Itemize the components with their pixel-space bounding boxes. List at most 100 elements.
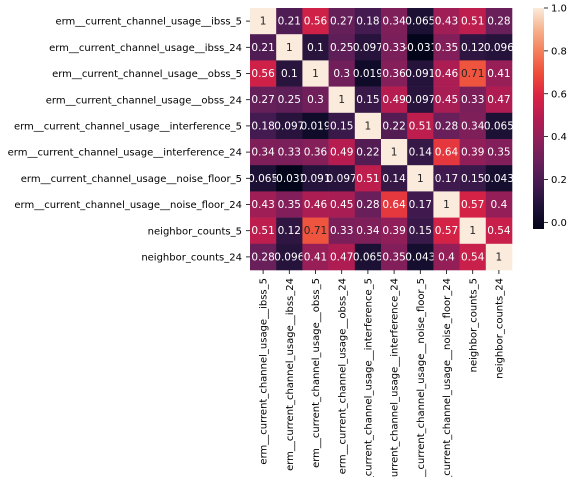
heatmap-cell-7-1 — [276, 191, 303, 218]
cell-annotation-9-8: 0.54 — [461, 251, 485, 263]
cell-annotation-0-3: 0.27 — [330, 16, 353, 28]
cell-annotation-2-3: 0.3 — [333, 68, 350, 80]
cell-annotation-3-7: 0.45 — [435, 94, 458, 106]
cell-annotation-3-5: 0.49 — [382, 94, 405, 106]
cell-annotation-6-2: 0.091 — [300, 173, 330, 185]
cell-annotation-1-3: 0.25 — [330, 42, 353, 54]
cell-annotation-2-4: 0.019 — [353, 68, 383, 80]
heatmap-cell-6-9 — [485, 165, 513, 192]
heatmap-cell-6-0 — [250, 165, 277, 192]
cell-annotation-7-9: 0.4 — [491, 199, 508, 211]
cell-annotation-1-2: 0.1 — [307, 42, 324, 54]
heatmap-cell-2-1 — [276, 60, 303, 87]
x-tick-label-5: erm__current_channel_usage__interference… — [390, 278, 401, 477]
cell-annotation-3-9: 0.47 — [487, 94, 510, 106]
y-tick-label-6: erm__current_channel_usage__noise_floor_… — [21, 174, 242, 185]
x-tick-label-6: erm__current_channel_usage__noise_floor_… — [416, 278, 427, 477]
heatmap-cell-5-9 — [485, 139, 513, 166]
heatmap-cell-4-5 — [381, 112, 408, 140]
y-tick-labels: erm__current_channel_usage__ibss_5 erm__c… — [8, 17, 250, 264]
heatmap-cell-1-5 — [381, 34, 408, 61]
cell-annotation-0-7: 0.43 — [435, 16, 458, 28]
heatmap-cell-5-4 — [354, 139, 382, 166]
heatmap-cell-9-4 — [354, 243, 382, 271]
heatmap-cell-8-7 — [433, 217, 460, 245]
heatmap-cell-2-3 — [328, 60, 356, 87]
cell-annotation-1-8: 0.12 — [461, 42, 484, 54]
cell-annotation-3-1: 0.25 — [278, 94, 301, 106]
cell-annotation-6-1: -0.031 — [272, 173, 306, 185]
heatmap-cell-1-3 — [328, 34, 356, 61]
cell-annotation-9-3: 0.47 — [330, 251, 353, 263]
cell-annotation-5-1: 0.33 — [278, 147, 301, 159]
cell-annotation-8-5: 0.39 — [382, 225, 405, 237]
heatmap-cell-3-0 — [250, 86, 277, 114]
cell-annotation-1-7: 0.35 — [435, 42, 458, 54]
cell-annotation-3-0: 0.27 — [251, 94, 274, 106]
heatmap-cell-7-2 — [302, 191, 329, 218]
heatmap-cell-6-3 — [328, 165, 356, 192]
heatmap-cell-0-0 — [250, 8, 277, 35]
cell-annotation-4-0: 0.18 — [251, 120, 274, 132]
heatmap-cell-9-9 — [485, 243, 513, 271]
cell-annotation-0-6: 0.065 — [405, 16, 435, 28]
cell-annotation-7-1: 0.35 — [278, 199, 301, 211]
cell-annotation-6-6: 1 — [417, 173, 424, 185]
cell-annotation-6-5: 0.14 — [382, 173, 406, 185]
cell-annotation-2-1: 0.1 — [281, 68, 298, 80]
cell-annotation-7-5: 0.64 — [382, 199, 406, 211]
cell-annotation-4-1: 0.097 — [274, 120, 304, 132]
colorbar-tick-label-1: 0.2 — [551, 175, 567, 186]
heatmap-cell-5-3 — [328, 139, 356, 166]
colorbar-tick-label-2: 0.4 — [551, 132, 567, 143]
cell-annotation-4-9: 0.065 — [484, 120, 514, 132]
heatmap-cell-1-6 — [407, 34, 434, 61]
heatmap-cell-0-2 — [302, 8, 329, 35]
cell-annotation-2-8: 0.71 — [461, 68, 484, 80]
heatmap-cell-9-0 — [250, 243, 277, 271]
cell-annotation-8-9: 0.54 — [487, 225, 511, 237]
heatmap-cell-6-7 — [433, 165, 460, 192]
cell-annotation-8-4: 0.34 — [356, 225, 380, 237]
cell-annotation-2-5: 0.36 — [382, 68, 406, 80]
heatmap-cell-7-9 — [485, 191, 513, 218]
heatmap-cell-1-7 — [433, 34, 460, 61]
cell-annotation-1-4: 0.097 — [353, 42, 383, 54]
cell-annotation-6-3: 0.097 — [327, 173, 357, 185]
heatmap-cell-9-1 — [276, 243, 303, 271]
x-tick-label-0: erm__current_channel_usage__ibss_5 — [259, 278, 270, 465]
cell-annotation-5-5: 1 — [391, 147, 398, 159]
heatmap-cell-2-7 — [433, 60, 460, 87]
heatmap-cell-2-2 — [302, 60, 329, 87]
y-tick-label-3: erm__current_channel_usage__obss_24 — [46, 95, 242, 106]
heatmap-cell-8-3 — [328, 217, 356, 245]
cell-annotation-2-9: 0.41 — [487, 68, 510, 80]
heatmap-cell-2-0 — [250, 60, 277, 87]
heatmap-cell-1-9 — [485, 34, 513, 61]
cell-annotation-4-7: 0.28 — [435, 120, 458, 132]
heatmap-cell-1-2 — [302, 34, 329, 61]
heatmap-cell-6-8 — [459, 165, 487, 192]
heatmap-cell-6-6 — [407, 165, 434, 192]
cell-annotation-7-7: 1 — [443, 199, 450, 211]
cell-annotation-0-5: 0.34 — [382, 16, 406, 28]
heatmap-cell-3-6 — [407, 86, 434, 114]
cell-annotation-8-8: 1 — [469, 225, 476, 237]
heatmap-cell-9-6 — [407, 243, 434, 271]
heatmap-cell-9-7 — [433, 243, 460, 271]
cell-annotation-4-8: 0.34 — [461, 120, 485, 132]
heatmap-cells: 1 0.21 0.56 0.27 0.18 0.34 0.065 0.43 0.51 0.280.… — [248, 8, 514, 271]
heatmap-cell-6-2 — [302, 165, 329, 192]
cell-annotation-2-6: 0.091 — [405, 68, 435, 80]
x-tick-label-2: erm__current_channel_usage__obss_5 — [311, 278, 322, 468]
heatmap-cell-0-7 — [433, 8, 460, 35]
heatmap-cell-8-6 — [407, 217, 434, 245]
heatmap-cell-4-2 — [302, 112, 329, 140]
cell-annotation-8-1: 0.12 — [278, 225, 301, 237]
cell-annotation-7-4: 0.28 — [356, 199, 379, 211]
cell-annotation-9-0: 0.28 — [251, 251, 274, 263]
heatmap-cell-5-0 — [250, 139, 277, 166]
cell-annotation-4-2: 0.019 — [300, 120, 330, 132]
cell-annotation-0-4: 0.18 — [356, 16, 379, 28]
x-tick-label-7: erm__current_channel_usage__noise_floor_… — [442, 278, 453, 477]
